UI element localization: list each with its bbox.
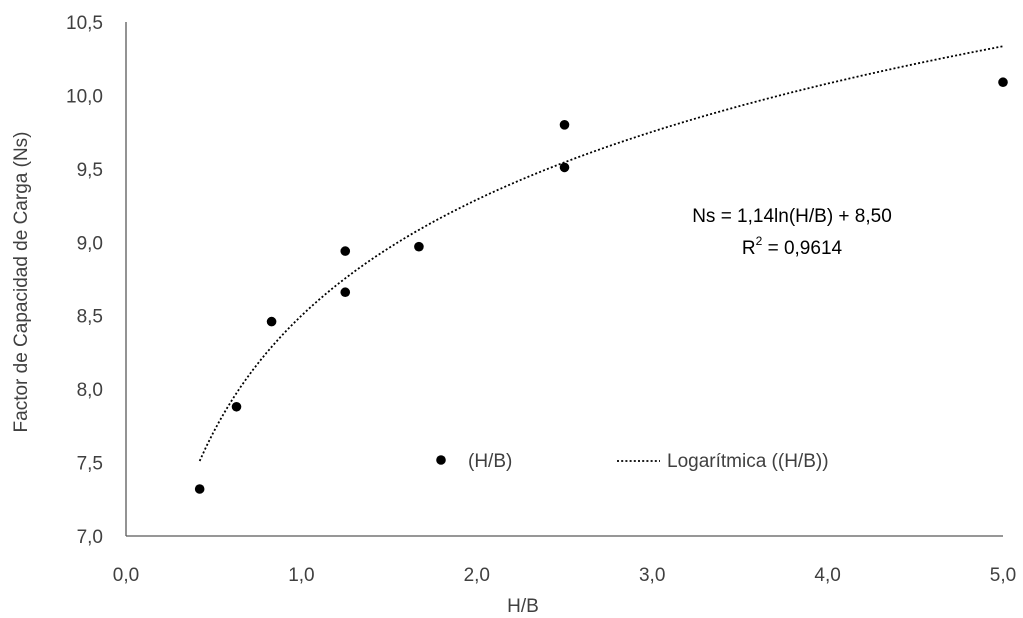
r2-suffix: = 0,9614 [762,238,842,259]
x-tick-label: 1,0 [288,565,314,586]
y-tick-label: 8,0 [77,380,103,401]
y-tick-label: 9,0 [77,233,103,254]
x-tick-label: 4,0 [814,565,840,586]
x-tick-label: 2,0 [464,565,490,586]
x-tick-labels: 0,0 1,0 2,0 3,0 4,0 5,0 [113,565,1016,586]
data-point [414,241,424,252]
axes [125,22,1003,537]
x-tick-label: 5,0 [990,565,1016,586]
data-point [559,120,570,130]
data-point [340,287,351,298]
data-point [998,77,1008,88]
logarithmic-trendline [198,45,1004,462]
data-point [559,162,570,173]
y-tick-label: 10,5 [66,13,103,34]
y-tick-label: 7,0 [77,527,103,548]
x-axis-title: H/B [507,596,539,617]
legend-label-trendline: Logarítmica ((H/B)) [667,451,829,472]
legend-label-scatter: (H/B) [468,451,512,472]
y-tick-label: 8,5 [77,307,103,328]
data-point [266,316,277,327]
y-tick-label: 10,0 [66,86,103,107]
data-point [194,484,205,494]
y-tick-label: 9,5 [77,160,103,181]
x-tick-label: 0,0 [113,565,139,586]
data-point [340,246,351,256]
trendline-equation: Ns = 1,14ln(H/B) + 8,50 R2 = 0,9614 [692,206,892,259]
equation-r-squared: R2 = 0,9614 [742,234,843,259]
x-tick-label: 3,0 [639,565,665,586]
equation-formula: Ns = 1,14ln(H/B) + 8,50 [692,206,892,227]
y-axis-title: Factor de Capacidad de Carga (Ns) [11,132,32,433]
data-points [194,77,1008,494]
legend-marker-scatter [436,455,446,465]
r2-prefix: R [742,238,756,259]
data-point [231,401,242,412]
r2-superscript: 2 [756,234,763,248]
y-tick-label: 7,5 [77,454,103,475]
legend: (H/B) Logarítmica ((H/B)) [436,451,829,472]
y-tick-labels: 7,0 7,5 8,0 8,5 9,0 9,5 10,0 10,5 [66,13,103,548]
